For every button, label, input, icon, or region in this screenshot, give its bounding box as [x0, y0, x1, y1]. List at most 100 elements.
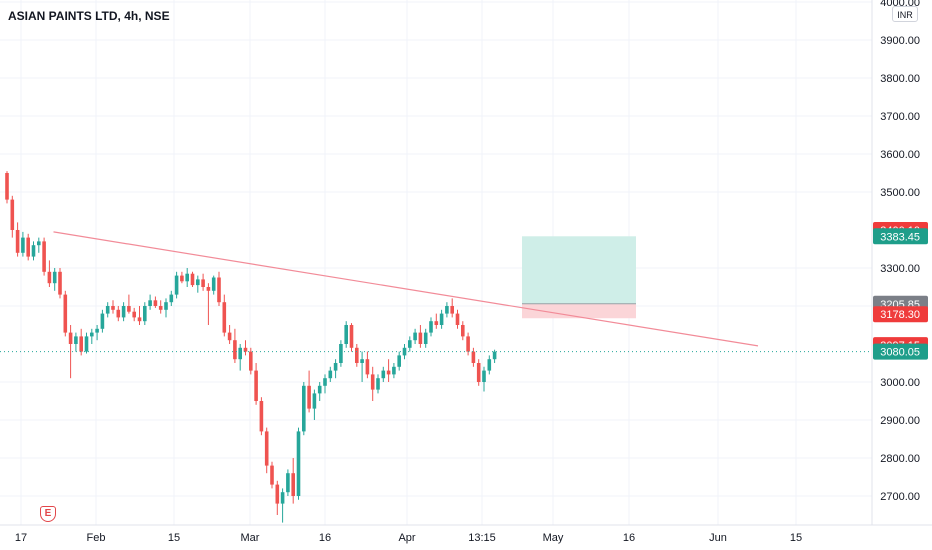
y-tick-label: 3300.00 — [880, 263, 920, 275]
candle-body — [328, 370, 333, 379]
price-label-bg — [873, 306, 928, 323]
candle-body — [339, 344, 343, 363]
candle-body — [15, 230, 20, 253]
candle-body — [190, 273, 195, 286]
candle-body — [471, 351, 476, 363]
candle-body — [408, 340, 412, 348]
candle-body — [68, 332, 73, 344]
candle-body — [21, 237, 25, 253]
candle-body — [164, 302, 168, 310]
candle-body — [249, 351, 253, 371]
candle-body — [429, 321, 433, 333]
candle-body — [312, 393, 317, 409]
candle-body — [158, 306, 163, 310]
candle-body — [376, 378, 380, 390]
candle-body — [201, 279, 205, 287]
candle-body — [79, 336, 83, 352]
candle-body — [275, 484, 280, 504]
candle-body — [291, 473, 295, 496]
candle-body — [259, 401, 264, 432]
candle-body — [180, 275, 184, 282]
x-tick-label: Apr — [398, 532, 415, 544]
candle-body — [196, 279, 200, 286]
y-tick-label: 4000.00 — [880, 0, 920, 9]
candle-body — [439, 313, 444, 325]
candle-body — [355, 347, 359, 363]
candlestick-series — [5, 171, 497, 523]
candle-body — [461, 325, 465, 337]
candle-body — [286, 473, 290, 493]
trendline-segment — [53, 231, 759, 347]
y-tick-label: 3000.00 — [880, 377, 920, 389]
x-tick-label: 13:15 — [468, 532, 496, 544]
candle-body — [121, 306, 126, 318]
candle-body — [42, 241, 46, 272]
candle-body — [243, 347, 248, 352]
symbol-title[interactable]: ASIAN PAINTS LTD, 4h, NSE — [8, 9, 170, 23]
candle-body — [307, 385, 311, 409]
earnings-icon[interactable]: E — [40, 506, 56, 522]
x-tick-label: Feb — [87, 532, 106, 544]
long-position-tool[interactable] — [522, 236, 636, 319]
x-tick-label: Jun — [709, 532, 727, 544]
trendline[interactable] — [53, 231, 759, 347]
candle-body — [90, 332, 94, 337]
y-tick-label: 3800.00 — [880, 73, 920, 85]
y-tick-label: 2700.00 — [880, 491, 920, 503]
candle-body — [206, 287, 211, 291]
candle-body — [270, 465, 274, 485]
candle-body — [52, 271, 57, 284]
risk-zone — [522, 303, 636, 319]
candle-body — [392, 366, 396, 375]
candle-body — [137, 317, 142, 322]
candle-body — [344, 325, 348, 344]
candle-body — [10, 199, 15, 230]
price-axis[interactable]: 4000.00 3900.00 3800.00 3700.00 3600.00 3500.… — [871, 0, 928, 525]
x-tick-label: 15 — [168, 532, 180, 544]
candle-body — [132, 311, 136, 318]
candle-body — [227, 332, 232, 341]
candle-body — [445, 306, 449, 314]
price-label-bg — [873, 343, 928, 360]
candle-body — [482, 370, 486, 382]
candle-body — [169, 294, 174, 303]
candle-body — [222, 302, 227, 333]
candle-body — [254, 370, 258, 401]
candle-body — [349, 325, 354, 348]
candle-body — [370, 374, 375, 390]
candle-body — [434, 321, 439, 325]
candle-body — [413, 332, 417, 341]
price-label: 3080.05 — [880, 347, 920, 359]
currency-badge[interactable]: INR — [892, 6, 918, 22]
candle-body — [143, 306, 147, 322]
grid-lines — [0, 0, 872, 525]
candle-body — [386, 370, 391, 375]
y-tick-label: 3600.00 — [880, 149, 920, 161]
candle-body — [333, 363, 338, 371]
candle-body — [84, 336, 89, 352]
candle-body — [58, 271, 62, 295]
candle-body — [148, 300, 152, 306]
candle-body — [63, 294, 68, 333]
x-tick-label: 16 — [319, 532, 331, 544]
candle-body — [26, 237, 30, 257]
candle-body — [116, 309, 121, 318]
time-axis[interactable]: 17 Feb 15 Mar 16 Apr 13:15 May 16 Jun 15 — [0, 524, 932, 544]
candle-body — [264, 431, 269, 466]
candle-body — [487, 359, 492, 371]
candle-body — [476, 363, 481, 382]
reward-zone — [522, 236, 636, 304]
candle-body — [302, 385, 306, 432]
candle-body — [127, 306, 131, 312]
candle-body — [492, 351, 497, 360]
candle-body — [360, 359, 364, 363]
y-tick-label: 3700.00 — [880, 111, 920, 123]
candle-body — [397, 355, 401, 367]
candle-body — [418, 332, 423, 344]
candle-body — [95, 328, 99, 333]
candle-body — [31, 245, 36, 257]
candle-body — [238, 347, 242, 360]
candle-body — [323, 378, 327, 386]
y-tick-label: 3900.00 — [880, 35, 920, 47]
